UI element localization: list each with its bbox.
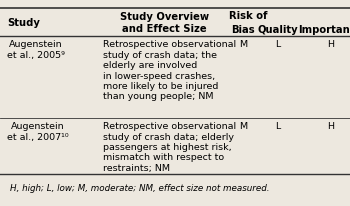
Text: Risk of: Risk of <box>229 11 268 21</box>
Text: M: M <box>239 122 247 130</box>
Text: Quality: Quality <box>258 25 299 35</box>
Text: Importance: Importance <box>299 25 350 35</box>
Text: Retrospective observational
study of crash data; elderly
passengers at highest r: Retrospective observational study of cra… <box>103 122 236 172</box>
Text: H: H <box>327 40 334 49</box>
Text: Study: Study <box>7 18 40 28</box>
Text: Augenstein
et al., 2007¹⁰: Augenstein et al., 2007¹⁰ <box>7 122 69 141</box>
Text: L: L <box>276 40 281 49</box>
Text: Augenstein
et al., 2005⁹: Augenstein et al., 2005⁹ <box>7 40 65 60</box>
Text: H: H <box>327 122 334 130</box>
Text: L: L <box>276 122 281 130</box>
Text: Bias: Bias <box>231 25 255 35</box>
Text: Study Overview
and Effect Size: Study Overview and Effect Size <box>120 12 209 34</box>
Text: H, high; L, low; M, moderate; NM, effect size not measured.: H, high; L, low; M, moderate; NM, effect… <box>10 183 270 192</box>
Text: Retrospective observational
study of crash data; the
elderly are involved
in low: Retrospective observational study of cra… <box>103 40 236 101</box>
Text: M: M <box>239 40 247 49</box>
